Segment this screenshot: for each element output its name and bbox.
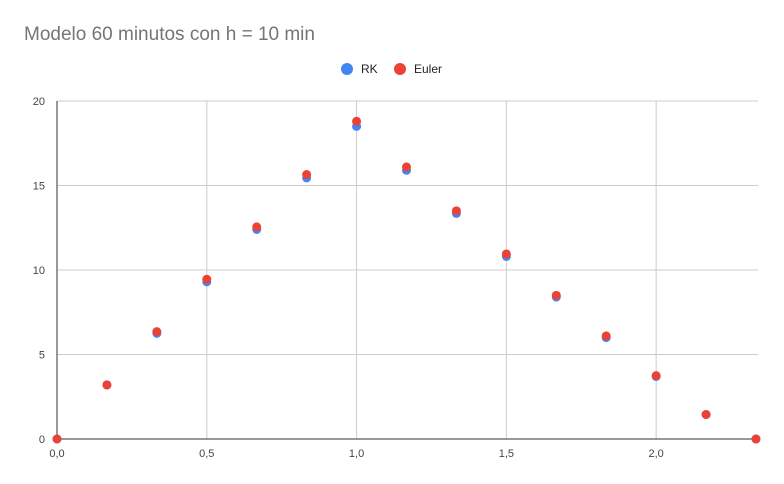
legend-label-rk: RK bbox=[361, 62, 378, 76]
legend: RK Euler bbox=[0, 62, 784, 82]
legend-marker-euler bbox=[394, 63, 406, 75]
y-tick-label: 20 bbox=[33, 96, 45, 108]
data-point-euler bbox=[651, 371, 661, 381]
legend-marker-rk bbox=[341, 63, 353, 75]
data-point-euler bbox=[601, 331, 611, 341]
data-point-euler bbox=[252, 222, 262, 232]
legend-label-euler: Euler bbox=[414, 62, 443, 76]
data-point-euler bbox=[701, 409, 711, 419]
x-tick-label: 2,0 bbox=[648, 448, 663, 460]
data-point-euler bbox=[202, 274, 212, 284]
data-point-euler bbox=[751, 434, 761, 444]
data-point-euler bbox=[152, 327, 162, 337]
data-point-euler bbox=[402, 162, 412, 172]
y-tick-label: 0 bbox=[39, 434, 45, 446]
y-tick-label: 5 bbox=[39, 350, 45, 362]
legend-item-euler[interactable]: Euler bbox=[394, 62, 442, 76]
x-tick-label: 0,0 bbox=[49, 448, 64, 460]
chart-title: Modelo 60 minutos con h = 10 min bbox=[24, 24, 315, 45]
y-tick-label: 15 bbox=[33, 181, 45, 193]
x-tick-label: 1,0 bbox=[349, 448, 364, 460]
data-point-euler bbox=[451, 206, 461, 216]
data-point-euler bbox=[501, 249, 511, 259]
y-tick-label: 10 bbox=[33, 265, 45, 277]
data-point-euler bbox=[102, 380, 112, 390]
data-point-euler bbox=[52, 434, 62, 444]
data-point-euler bbox=[302, 170, 312, 180]
data-point-euler bbox=[352, 116, 362, 126]
data-point-euler bbox=[551, 290, 561, 300]
legend-item-rk[interactable]: RK bbox=[341, 62, 378, 76]
x-tick-label: 0,5 bbox=[199, 448, 214, 460]
x-tick-label: 1,5 bbox=[499, 448, 514, 460]
